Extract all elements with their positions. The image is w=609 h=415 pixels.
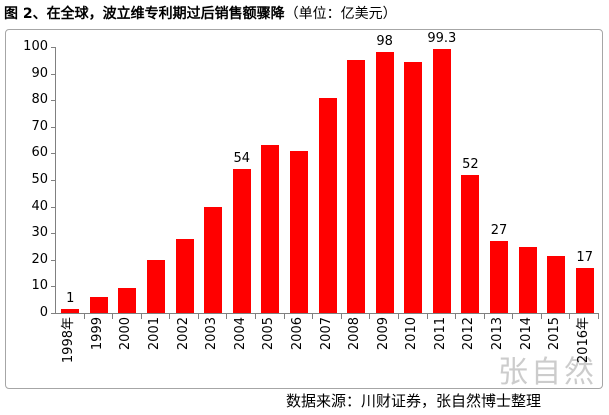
x-axis-tick <box>397 314 399 319</box>
x-axis-label: 2015 <box>547 317 563 351</box>
x-axis-label: 2004 <box>232 317 248 351</box>
x-axis-label: 2007 <box>318 317 334 351</box>
y-axis-tick <box>51 233 55 235</box>
x-axis-tick <box>283 314 285 319</box>
bar-1999 <box>89 297 108 313</box>
y-axis-tick <box>51 47 55 48</box>
bar-label-1998年: 1 <box>66 291 75 306</box>
x-axis-label: 2005 <box>261 317 277 351</box>
x-axis-label: 2012 <box>461 317 477 351</box>
x-axis-label: 1998年 <box>61 317 77 364</box>
x-axis-label: 2010 <box>404 317 420 351</box>
y-axis-tick <box>51 286 55 288</box>
x-axis-tick <box>369 314 371 319</box>
x-axis-label: 2001 <box>147 317 163 351</box>
y-axis-label: 100 <box>23 39 48 54</box>
x-axis-label: 2006 <box>289 317 305 351</box>
x-axis-label: 2011 <box>432 317 448 351</box>
y-axis-tick <box>51 126 55 128</box>
x-axis-tick <box>426 314 428 319</box>
bar-2015 <box>547 255 566 313</box>
bar-2000 <box>118 287 137 313</box>
bar-label-2013: 27 <box>490 223 508 239</box>
x-axis-label: 2009 <box>375 317 391 351</box>
bar-2010 <box>404 61 423 313</box>
x-axis-tick <box>83 314 85 319</box>
bar-label-2016年: 17 <box>576 249 593 265</box>
x-axis-tick <box>169 314 171 319</box>
y-axis-label: 50 <box>31 172 48 187</box>
bar-2014 <box>518 246 537 313</box>
x-axis-tick <box>112 314 114 319</box>
bar-2005 <box>261 145 280 313</box>
chart-title: 图 2、在全球，波立维专利期过后销售额骤降（单位：亿美元） <box>4 5 397 23</box>
x-axis-label: 2003 <box>204 317 220 351</box>
y-axis-label: 80 <box>31 92 48 108</box>
y-axis-tick <box>51 73 55 75</box>
bar-2007 <box>318 97 337 313</box>
bar-2002 <box>175 238 194 313</box>
y-axis-tick <box>51 259 55 261</box>
y-axis-label: 30 <box>31 225 48 241</box>
y-axis-label: 20 <box>31 251 48 267</box>
bar-label-2011: 99.3 <box>427 30 457 46</box>
bar-2016年 <box>575 267 594 313</box>
x-axis-label: 1999 <box>89 317 105 351</box>
plot-area: 1 54 98 99.3 52 27 17 <box>55 31 599 314</box>
y-axis-tick <box>51 100 55 102</box>
x-axis-label: 2013 <box>489 317 505 351</box>
x-axis-tick <box>512 314 514 319</box>
bar-label-2012: 52 <box>462 156 479 172</box>
chart-title-main: 图 2、在全球，波立维专利期过后销售额骤降 <box>4 6 285 22</box>
x-axis-tick <box>483 314 485 319</box>
x-axis-tick <box>540 314 542 319</box>
bar-2013 <box>489 241 508 313</box>
chart-frame: 张自然 1 54 98 99.3 52 27 17 0 10 20 30 40 50 60 70 80 90 1… <box>5 29 603 390</box>
y-axis-tick <box>51 180 55 181</box>
bar-label-2009: 98 <box>376 34 393 50</box>
x-axis-tick <box>140 314 142 319</box>
bar-1998年 <box>61 309 80 313</box>
x-axis-label: 2014 <box>518 317 534 351</box>
bar-label-2004: 54 <box>233 151 251 167</box>
y-axis-tick <box>51 153 55 155</box>
y-axis-tick <box>51 313 55 314</box>
y-axis-label: 60 <box>31 145 48 161</box>
bar-2006 <box>289 150 308 313</box>
x-axis-tick <box>455 314 457 319</box>
bar-2012 <box>461 174 480 313</box>
x-axis-tick <box>255 314 257 319</box>
y-axis-label: 90 <box>31 65 48 81</box>
x-axis-label: 2016年 <box>575 317 591 364</box>
bar-2003 <box>204 206 223 313</box>
x-axis-tick <box>312 314 314 319</box>
bar-2011 <box>432 48 451 313</box>
y-axis-label: 40 <box>31 198 48 214</box>
x-axis-tick <box>197 314 199 319</box>
x-axis-label: 2002 <box>175 317 191 351</box>
bar-2008 <box>347 60 366 313</box>
watermark: 张自然 <box>498 355 597 390</box>
y-axis-label: 0 <box>39 305 48 320</box>
bar-2009 <box>375 52 394 313</box>
x-axis-tick <box>569 314 571 319</box>
chart-title-unit: （单位：亿美元） <box>284 6 397 22</box>
x-axis-tick <box>340 314 342 319</box>
x-axis-tick <box>226 314 228 319</box>
x-axis-label: 2000 <box>118 317 134 351</box>
x-axis-tick <box>598 314 599 319</box>
bar-2001 <box>147 259 166 313</box>
footer-source: 数据来源：川财证券，张自然博士整理 <box>286 392 542 410</box>
y-axis-label: 70 <box>31 118 48 134</box>
x-axis-label: 2008 <box>347 317 363 351</box>
y-axis-label: 10 <box>31 278 48 294</box>
bar-2004 <box>232 169 251 313</box>
y-axis-tick <box>51 206 55 208</box>
